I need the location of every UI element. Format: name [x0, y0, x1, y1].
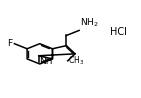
Text: NH: NH [39, 57, 52, 66]
Text: NH$_2$: NH$_2$ [80, 17, 98, 29]
Text: CH$_3$: CH$_3$ [68, 55, 85, 67]
Text: HCl: HCl [110, 27, 126, 37]
Text: F: F [8, 39, 13, 48]
